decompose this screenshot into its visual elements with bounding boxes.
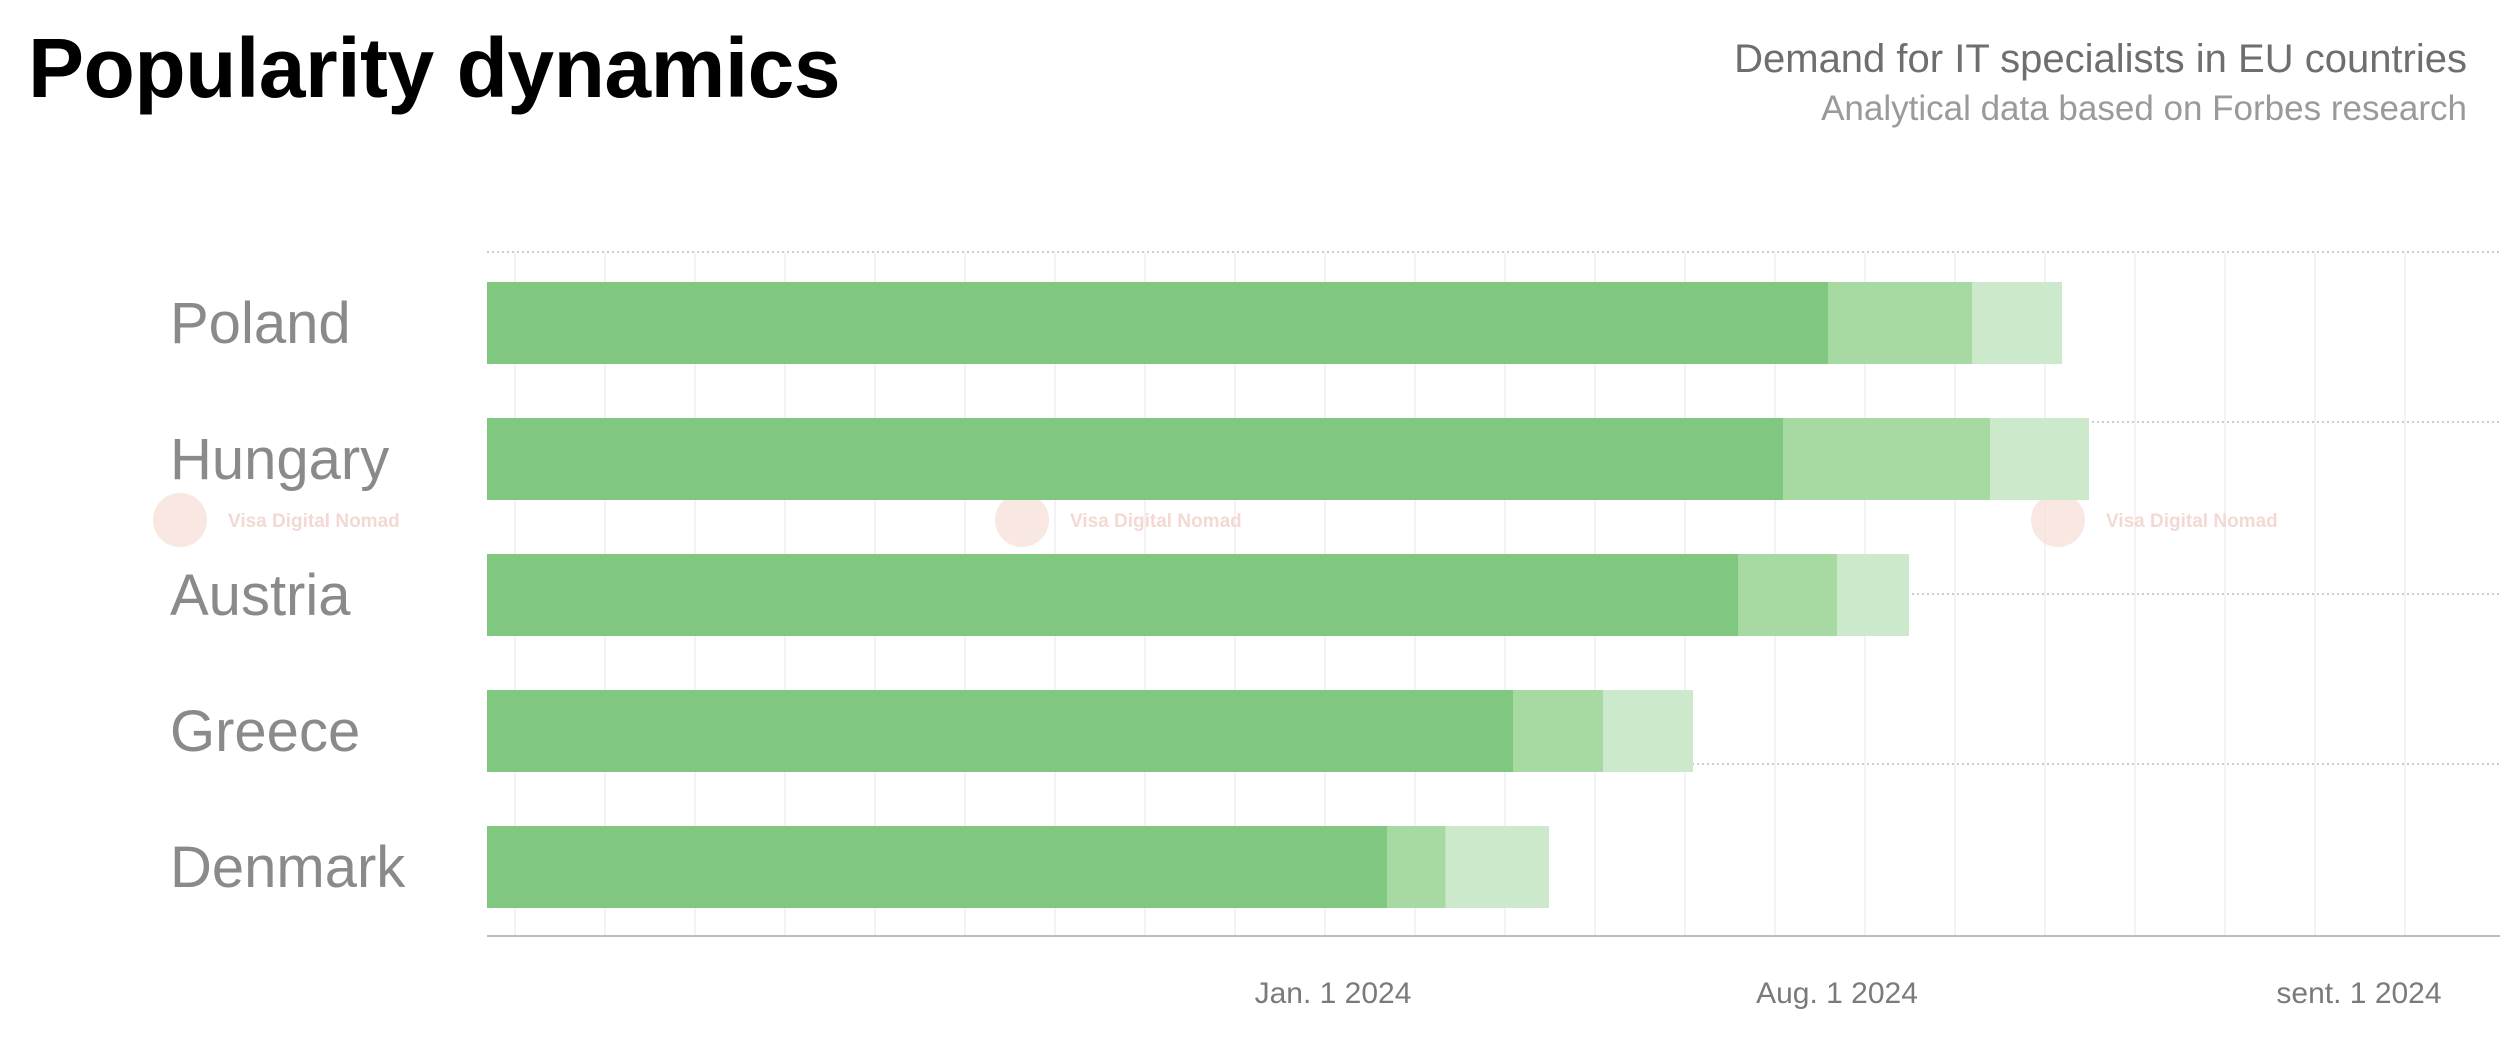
bar-poland-segment-3 [1972, 282, 2062, 364]
watermark-text: Visa Digital Nomad [1070, 511, 1242, 532]
watermark-logo-icon [995, 493, 1049, 547]
bar-austria-segment-1 [487, 554, 1738, 636]
bar-hungary-segment-3 [1990, 418, 2089, 500]
bar-hungary-segment-1 [487, 418, 1783, 500]
watermark-logo-icon [153, 493, 207, 547]
category-label-poland: Poland [170, 291, 351, 356]
category-label-greece: Greece [170, 699, 360, 764]
x-tick-label: Aug. 1 2024 [1756, 977, 1918, 1010]
bar-greece-segment-2 [1513, 690, 1603, 772]
watermark-text: Visa Digital Nomad [2106, 511, 2278, 532]
x-tick-label: Jan. 1 2024 [1255, 977, 1412, 1010]
x-tick-label: sent. 1 2024 [2276, 977, 2441, 1010]
bar-denmark-segment-3 [1445, 826, 1549, 908]
bar-poland-segment-2 [1828, 282, 1972, 364]
chart-source-note: Analytical data based on Forbes research [1821, 89, 2467, 128]
bar-hungary-segment-2 [1783, 418, 1990, 500]
bar-austria-segment-2 [1738, 554, 1837, 636]
bar-greece-segment-1 [487, 690, 1513, 772]
bar-austria-segment-3 [1837, 554, 1909, 636]
page-title: Popularity dynamics [28, 21, 841, 115]
bar-greece-segment-3 [1603, 690, 1693, 772]
category-label-austria: Austria [170, 563, 351, 628]
chart-subtitle: Demand for IT specialists in EU countrie… [1734, 37, 2467, 81]
bar-poland-segment-1 [487, 282, 1828, 364]
category-label-hungary: Hungary [170, 427, 389, 492]
bar-denmark-segment-1 [487, 826, 1387, 908]
subtitle-block: Demand for IT specialists in EU countrie… [1734, 34, 2467, 133]
watermark-logo-icon [2031, 493, 2085, 547]
category-label-denmark: Denmark [170, 835, 406, 900]
watermark-text: Visa Digital Nomad [228, 511, 400, 532]
bar-denmark-segment-2 [1387, 826, 1446, 908]
